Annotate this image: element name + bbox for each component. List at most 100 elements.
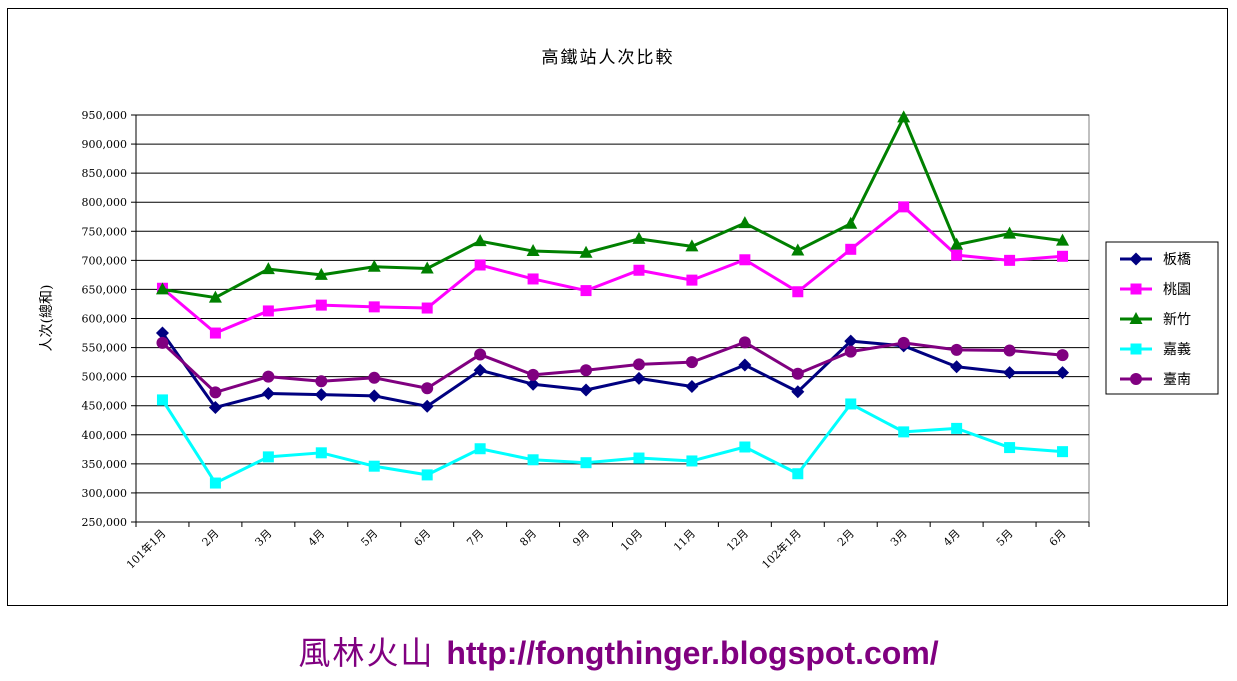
series-0-point (1003, 366, 1017, 380)
series-4-point (632, 358, 645, 371)
series-3-point (156, 394, 168, 406)
series-2-point (632, 231, 646, 244)
series-0-point (844, 334, 858, 348)
series-3-point (792, 468, 804, 480)
x-tick-label: 12月 (724, 527, 751, 554)
series-0-point (950, 360, 964, 374)
x-tick-label: 3月 (253, 527, 275, 549)
legend-marker (1130, 373, 1142, 385)
series-1-point (633, 264, 645, 276)
series-2-point (1003, 226, 1017, 239)
series-4-point (738, 336, 751, 349)
legend-label: 桃園 (1163, 282, 1191, 298)
y-axis-title: 人次(總和) (38, 285, 55, 352)
x-tick-label: 9月 (570, 527, 592, 549)
series-3-line (161, 399, 1063, 485)
series-3-point (209, 477, 221, 489)
legend-label: 嘉義 (1163, 341, 1191, 358)
series-0-point (526, 377, 540, 391)
series-1-point (580, 285, 592, 297)
series-4-point (897, 336, 910, 349)
series-4-point (527, 368, 540, 381)
series-1-point (1057, 250, 1069, 262)
series-4-point (844, 345, 857, 358)
series-4-point (1056, 349, 1069, 362)
series-4-point (474, 348, 487, 361)
y-tick-label: 300,000 (82, 487, 128, 500)
series-2-point (367, 259, 381, 272)
series-1-point (739, 254, 751, 266)
series-2-point (685, 239, 699, 252)
series-2-point (473, 234, 487, 247)
series-3-point (951, 422, 963, 434)
x-tick-label: 5月 (358, 527, 380, 549)
y-tick-label: 650,000 (82, 283, 128, 296)
blog-url-link[interactable]: http://fongthinger.blogspot.com/ (446, 635, 939, 671)
series-3-point (633, 452, 645, 464)
series-4-point (315, 375, 328, 388)
x-tick-label: 10月 (618, 527, 645, 554)
legend-label: 臺南 (1163, 372, 1191, 388)
series-1-line (161, 205, 1063, 335)
y-tick-label: 250,000 (82, 516, 128, 529)
series-3-point (580, 457, 592, 469)
series-2-line (162, 115, 1063, 300)
y-tick-label: 900,000 (82, 138, 128, 151)
x-tick-label: 2月 (200, 527, 222, 549)
series-0-point (473, 363, 487, 377)
series-2-point (526, 244, 540, 257)
y-tick-label: 700,000 (82, 254, 128, 267)
series-1-point (527, 273, 539, 285)
series-0-point (314, 388, 328, 402)
series-1-point (421, 302, 433, 314)
y-tick-label: 350,000 (82, 458, 128, 471)
series-4-point (1003, 344, 1016, 357)
y-tick-label: 400,000 (82, 429, 128, 442)
x-tick-label: 11月 (671, 527, 698, 554)
series-4-point (156, 336, 169, 349)
series-2-point (950, 237, 964, 250)
series-1-point (368, 301, 380, 313)
series-2-point (738, 216, 752, 229)
x-tick-label: 102年1月 (759, 526, 804, 571)
series-3-point (739, 441, 751, 453)
series-2-point (579, 245, 593, 258)
series-0-point (208, 400, 222, 414)
series-1-point (209, 327, 221, 339)
series-3-point (845, 398, 857, 410)
series-2-point (314, 267, 328, 280)
x-tick-label: 6月 (1047, 527, 1069, 549)
series-1-point (315, 299, 327, 311)
series-1-point (951, 249, 963, 261)
x-tick-label: 7月 (464, 527, 486, 549)
series-4-point (262, 370, 275, 383)
series-2-point (844, 216, 858, 229)
x-tick-label: 4月 (941, 527, 963, 549)
series-0-point (791, 385, 805, 399)
y-tick-label: 600,000 (82, 313, 128, 326)
series-1-point (898, 201, 910, 213)
series-3-point (686, 455, 698, 467)
series-3-point (1057, 446, 1069, 458)
series-4-point (209, 386, 222, 399)
blog-name: 風林火山 (298, 634, 435, 672)
series-3-point (898, 426, 910, 438)
legend-label: 板橋 (1163, 252, 1191, 268)
series-4-point (580, 364, 593, 377)
series-0-point (1056, 366, 1070, 380)
series-0-point (685, 380, 699, 394)
y-tick-label: 850,000 (82, 167, 128, 180)
series-4-point (791, 367, 804, 380)
series-1-point (845, 243, 857, 255)
series-1-point (262, 305, 274, 317)
series-3-point (474, 443, 486, 455)
y-tick-label: 500,000 (82, 371, 128, 384)
series-2-point (1056, 233, 1070, 246)
series-4-point (368, 371, 381, 384)
series-2-point (897, 110, 911, 123)
y-tick-label: 550,000 (82, 342, 128, 355)
footer-banner: 風林火山 http://fongthinger.blogspot.com/ (0, 628, 1237, 674)
legend-marker (1129, 312, 1143, 324)
series-2-point (791, 243, 805, 256)
